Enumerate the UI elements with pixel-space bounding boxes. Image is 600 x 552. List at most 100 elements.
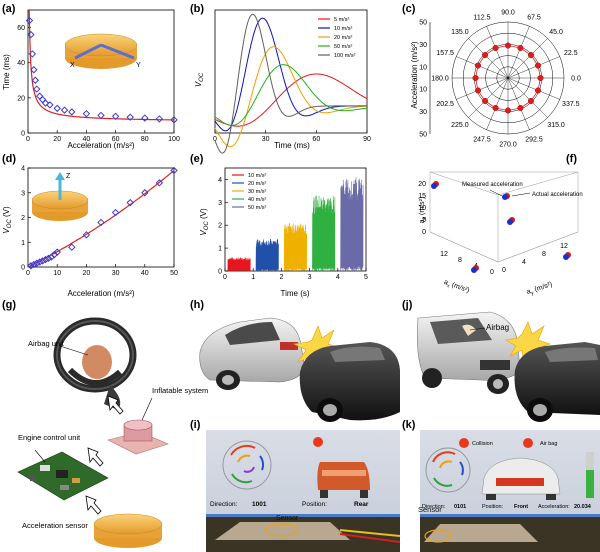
y-tick-label: 40 bbox=[17, 60, 25, 67]
f-z-tick: 20 bbox=[418, 181, 426, 188]
a-marker bbox=[25, 16, 34, 25]
i-position-label: Position: bbox=[302, 501, 327, 508]
k-direction-value: 0101 bbox=[454, 504, 466, 510]
k-position-value: Front bbox=[514, 504, 528, 510]
d-markers bbox=[27, 166, 178, 270]
panel-j: (j) Airbag bbox=[402, 299, 600, 422]
f-x-tick: 12 bbox=[440, 251, 448, 258]
g-flow-arrows bbox=[85, 395, 124, 515]
b-legend-label: 50 m/s² bbox=[334, 44, 353, 50]
h-white-car bbox=[199, 317, 306, 390]
panel-a: (a) Time (ms) Acceleration (m/s²) 0 20 40 6… bbox=[2, 3, 180, 150]
f-zlabel: az (m/s²) bbox=[419, 197, 428, 224]
b-ticks: 0 30 60 90 bbox=[213, 130, 371, 143]
c-spoke bbox=[507, 77, 548, 118]
c-spoke bbox=[507, 26, 530, 79]
a-marker bbox=[60, 106, 69, 114]
i-ring-display bbox=[222, 440, 272, 490]
a-marker bbox=[28, 50, 37, 58]
f-point bbox=[563, 254, 569, 260]
f-y-tick: 8 bbox=[542, 251, 546, 258]
i-direction-label: Direction: bbox=[210, 501, 238, 508]
e-legend-label: 10 m/s² bbox=[248, 173, 267, 179]
c-angle-label: 247.5 bbox=[473, 136, 491, 143]
a-marker bbox=[111, 112, 120, 121]
e-ticks: 0 1 2 3 4 5 0 1 2 3 4 bbox=[218, 177, 368, 281]
b-legend: 5 m/s² 10 m/s² 20 m/s² 50 m/s² 100 m/s² bbox=[318, 17, 356, 59]
f-x-tick: 8 bbox=[458, 257, 462, 264]
x-tick-label: 40 bbox=[83, 136, 91, 143]
c-spoke bbox=[507, 77, 530, 130]
x-tick-label: 1 bbox=[251, 274, 255, 281]
k-sensor-label: Sensor bbox=[418, 505, 442, 514]
b-frame bbox=[214, 9, 368, 134]
y-tick-label: 3 bbox=[21, 190, 25, 197]
c-radial-tick: 10 bbox=[419, 64, 427, 71]
c-ylabel: Acceleration (m/s²) bbox=[410, 41, 419, 108]
c-spoke bbox=[468, 77, 509, 118]
d-marker bbox=[30, 260, 38, 269]
d-marker bbox=[33, 259, 41, 267]
c-angle-label: 67.5 bbox=[527, 15, 541, 22]
y-tick-label: 20 bbox=[17, 95, 25, 102]
c-angle-label: 292.5 bbox=[525, 136, 543, 143]
b-x-tick-label: 30 bbox=[262, 136, 270, 143]
x-tick-label: 4 bbox=[336, 274, 340, 281]
e-legend: 10 m/s² 20 m/s² 30 m/s² 40 m/s² 50 m/s² bbox=[232, 173, 267, 211]
x-tick-label: 100 bbox=[168, 136, 180, 143]
a-marker bbox=[68, 108, 76, 116]
panel-label-c: (c) bbox=[402, 3, 416, 15]
c-angle-label: 157.5 bbox=[436, 50, 454, 57]
d-marker bbox=[53, 248, 61, 256]
k-airbag-label: Air bag bbox=[540, 441, 557, 447]
panel-label-e: (e) bbox=[190, 153, 204, 165]
a-ylabel: Time (ms) bbox=[2, 54, 11, 90]
c-spoke bbox=[456, 56, 509, 79]
a-marker bbox=[141, 114, 149, 122]
d-marker bbox=[155, 179, 164, 187]
c-angle-label: 315.0 bbox=[547, 122, 565, 129]
d-marker bbox=[35, 258, 44, 266]
e-series-trace bbox=[227, 257, 251, 272]
a-xlabel: Acceleration (m/s²) bbox=[67, 141, 134, 150]
b-series bbox=[214, 13, 368, 154]
y-tick-label: 1 bbox=[218, 246, 222, 253]
panel-label-f: (f) bbox=[566, 153, 577, 165]
b-x-tick-label: 90 bbox=[363, 136, 371, 143]
panel-label-d: (d) bbox=[2, 153, 16, 165]
f-points bbox=[431, 181, 571, 273]
b-x-tick-label: 0 bbox=[213, 136, 217, 143]
j-white-car bbox=[417, 311, 521, 394]
f-annot-measured: Measured acceleration bbox=[462, 182, 523, 188]
panel-e: (e) VOC (V) Time (s) 0 1 2 3 4 5 0 1 2 3 4 10 m/s²… bbox=[190, 153, 368, 298]
b-series-line bbox=[214, 13, 367, 154]
d-ylabel: VOC (V) bbox=[2, 206, 13, 234]
x-tick-label: 20 bbox=[83, 270, 91, 277]
y-tick-label: 60 bbox=[17, 25, 25, 32]
c-angle-label: 135.0 bbox=[451, 29, 469, 36]
f-point bbox=[502, 194, 508, 200]
c-polar: 0.0 22.5 45.0 67.5 90.0 112.5 135.0 157.5 180.0 2… bbox=[419, 10, 581, 149]
y-tick-label: 1 bbox=[21, 240, 25, 247]
y-tick-label: 4 bbox=[218, 177, 222, 184]
panel-label-k: (k) bbox=[402, 419, 416, 431]
d-inset-z: Z bbox=[66, 173, 71, 180]
d-marker bbox=[82, 231, 91, 239]
y-tick-label: 2 bbox=[21, 215, 25, 222]
b-series-line bbox=[214, 64, 368, 126]
a-marker bbox=[35, 92, 44, 100]
panel-label-a: (a) bbox=[2, 3, 16, 15]
c-spoke bbox=[456, 77, 509, 100]
d-marker bbox=[170, 166, 178, 175]
c-angle-label: 225.0 bbox=[451, 122, 469, 129]
g-label-ecu: Engine control unit bbox=[18, 433, 81, 442]
e-series-trace bbox=[312, 195, 336, 272]
panel-g: (g) Airbag unit Inflatable system E bbox=[2, 299, 208, 548]
k-car-front bbox=[481, 457, 561, 500]
panel-d: (d) VOC (V) Acceleration (m/s²) 0 10 20 30 4… bbox=[2, 153, 178, 298]
b-legend-label: 100 m/s² bbox=[334, 53, 356, 59]
x-tick-label: 0 bbox=[26, 270, 30, 277]
panel-label-b: (b) bbox=[190, 3, 204, 15]
e-frame bbox=[224, 167, 367, 272]
panel-label-g: (g) bbox=[2, 299, 16, 311]
